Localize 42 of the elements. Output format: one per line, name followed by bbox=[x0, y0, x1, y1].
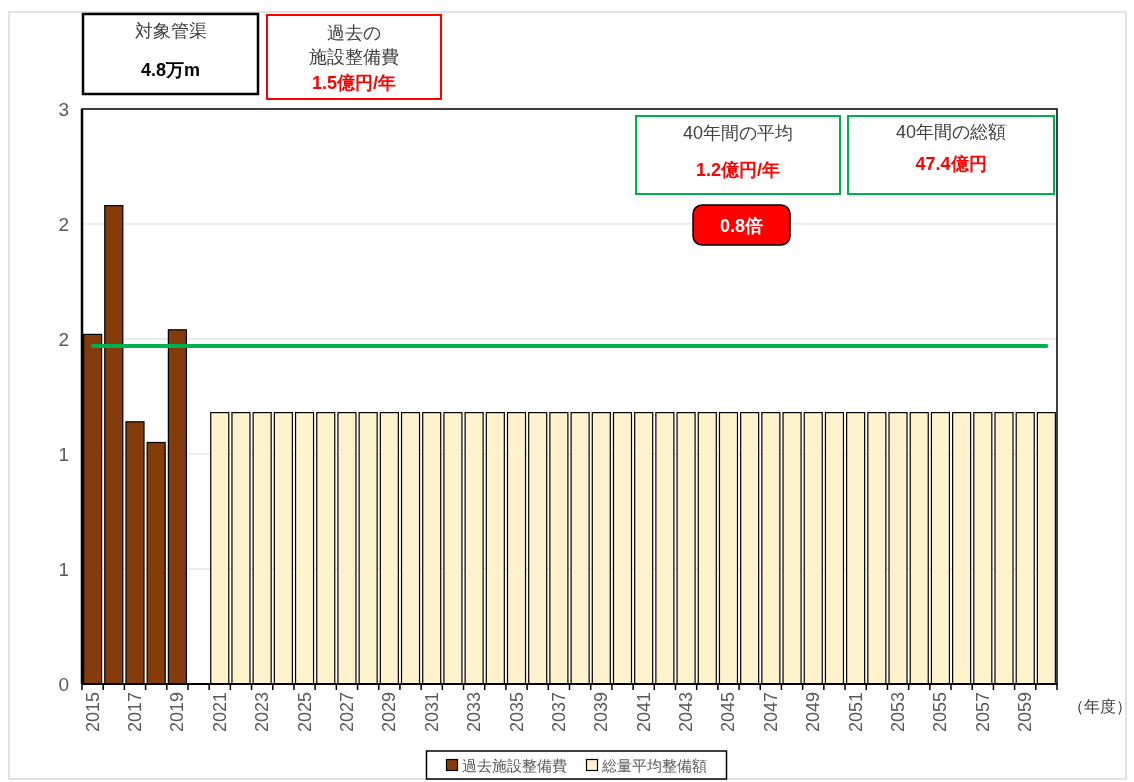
x-tick-label: 2023 bbox=[252, 692, 273, 733]
y-tick-label: 1 bbox=[58, 443, 69, 465]
x-tick-label: 2047 bbox=[760, 692, 781, 733]
y-tick-label: 2 bbox=[58, 213, 69, 235]
y-tick-label: 0 bbox=[58, 673, 69, 695]
text: 対象管渠 bbox=[134, 21, 207, 41]
x-tick-label: 2051 bbox=[845, 692, 866, 733]
x-tick-label: 2025 bbox=[294, 692, 315, 733]
x-tick-label: 2017 bbox=[124, 692, 145, 733]
annotation: 0.8倍 bbox=[719, 216, 764, 236]
y-tick-label: 2 bbox=[58, 328, 69, 350]
annotation: 47.4億円 bbox=[915, 154, 987, 174]
x-tick-label: 2027 bbox=[336, 692, 357, 733]
annotation: 40年間の総額 bbox=[895, 122, 1007, 142]
x-tick-label: 2015 bbox=[82, 692, 103, 733]
x-tick-label: 2035 bbox=[506, 692, 527, 733]
x-tick-label: 2037 bbox=[548, 692, 569, 733]
x-tick-label: 2055 bbox=[930, 692, 951, 733]
x-tick-label: 2033 bbox=[464, 692, 485, 733]
x-tick-label: 2059 bbox=[1015, 692, 1036, 733]
legend-label: 総量平均整備額 bbox=[600, 756, 707, 774]
x-tick-label: 2045 bbox=[718, 692, 739, 733]
x-tick-label: 2019 bbox=[167, 692, 188, 733]
annotation: 1.2億円/年 bbox=[695, 160, 781, 180]
x-axis-title: （年度） bbox=[1068, 697, 1132, 715]
x-tick-label: 2029 bbox=[379, 692, 400, 733]
text: 過去の bbox=[327, 23, 381, 43]
text: 1.5億円/年 bbox=[311, 73, 397, 93]
y-tick-label: 1 bbox=[58, 558, 69, 580]
text: 4.8万m bbox=[140, 60, 201, 80]
x-tick-label: 2057 bbox=[972, 692, 993, 733]
x-tick-label: 2041 bbox=[633, 692, 654, 733]
x-tick-label: 2053 bbox=[888, 692, 909, 733]
legend-label: 過去施設整備費 bbox=[461, 756, 567, 774]
text: 施設整備費 bbox=[309, 47, 399, 67]
x-tick-label: 2049 bbox=[803, 692, 824, 733]
y-tick-label: 3 bbox=[58, 98, 69, 120]
annotation: 40年間の平均 bbox=[682, 123, 794, 143]
x-tick-label: 2043 bbox=[676, 692, 697, 733]
x-tick-label: 2039 bbox=[591, 692, 612, 733]
x-tick-label: 2031 bbox=[421, 692, 442, 733]
x-tick-label: 2021 bbox=[209, 692, 230, 733]
